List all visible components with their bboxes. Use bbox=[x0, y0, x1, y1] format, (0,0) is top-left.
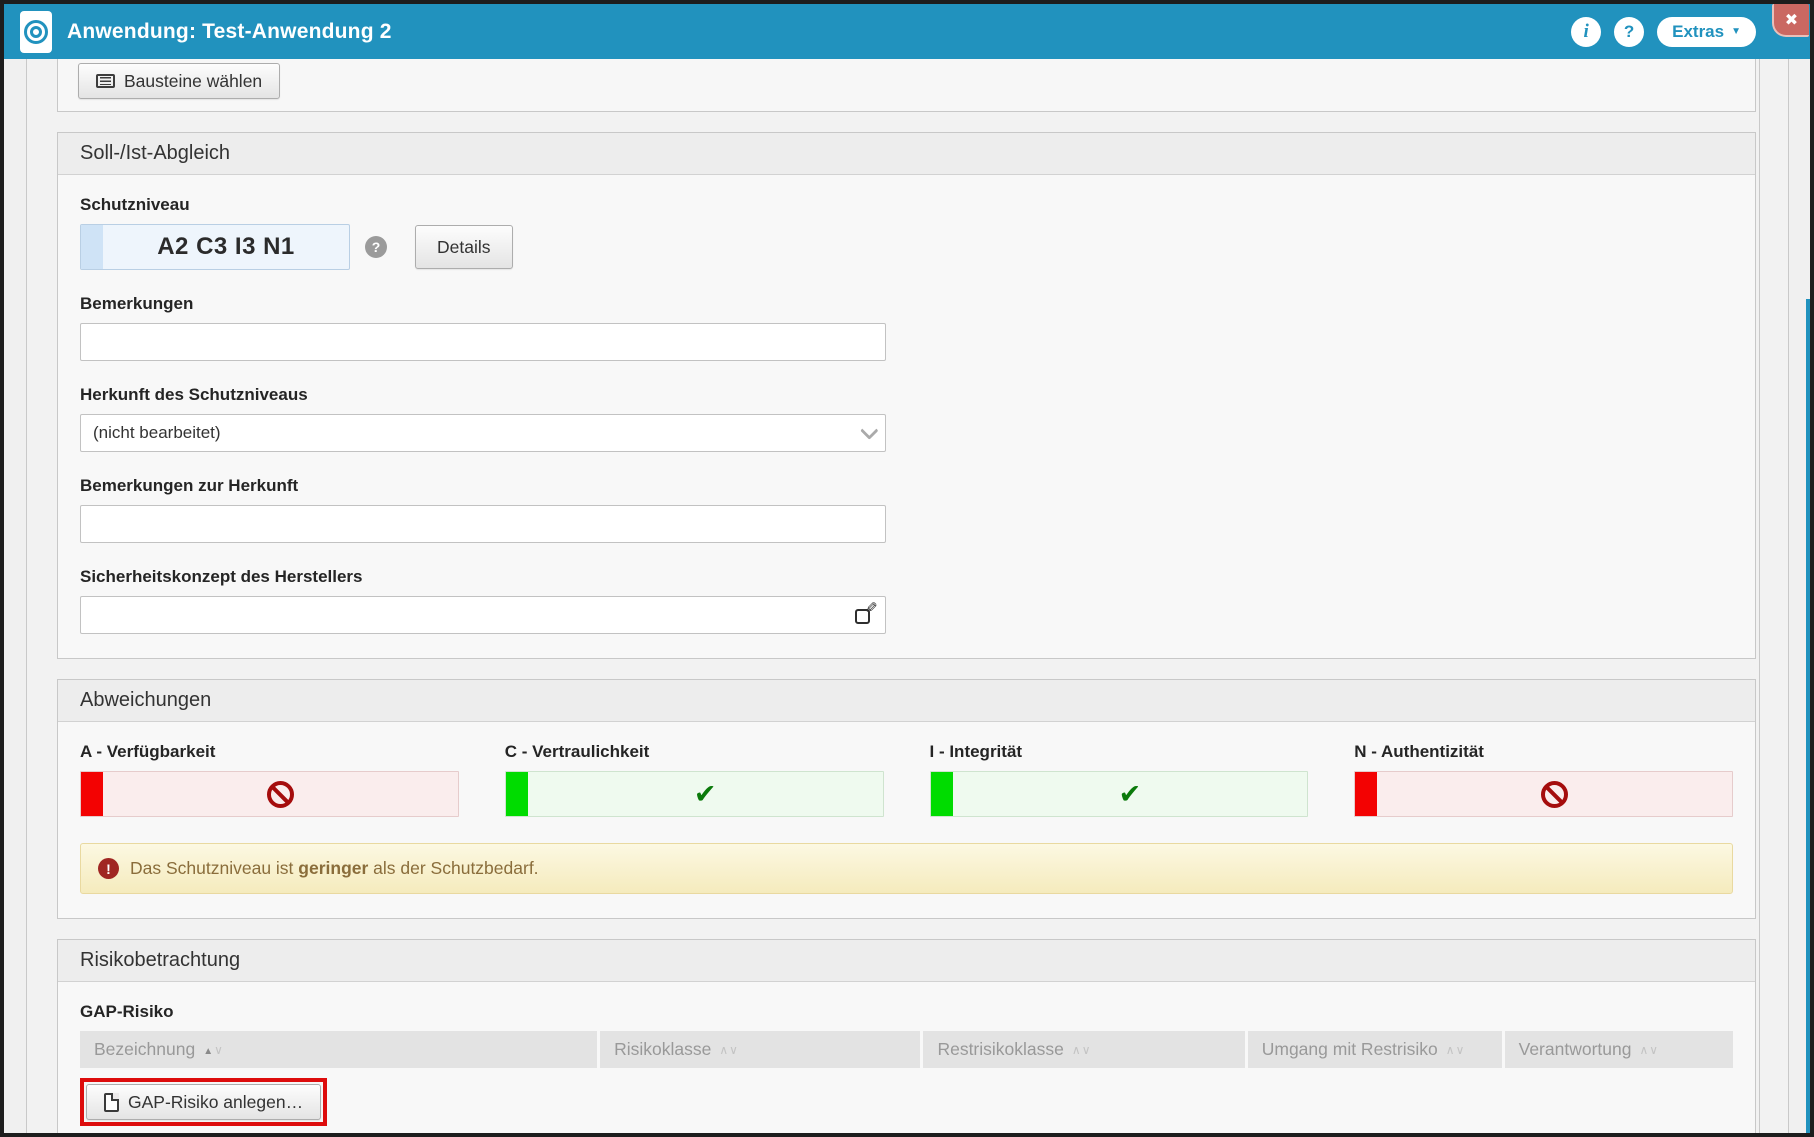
sicherheitskonzept-input[interactable] bbox=[80, 596, 886, 634]
close-button[interactable]: ✖ bbox=[1772, 4, 1809, 37]
info-icon: i bbox=[1583, 20, 1589, 42]
bemerkungen-input[interactable] bbox=[80, 323, 886, 361]
section-title-risikobetrachtung: Risikobetrachtung bbox=[58, 940, 1755, 982]
status-bar: ✔ bbox=[80, 771, 459, 817]
herkunft-select[interactable]: (nicht bearbeitet) bbox=[80, 414, 886, 452]
status-bar: ✔ bbox=[1354, 771, 1733, 817]
warning-message: ! Das Schutzniveau ist geringer als der … bbox=[80, 843, 1733, 894]
extras-label: Extras bbox=[1672, 21, 1725, 41]
sort-icon: ∧∨ bbox=[1445, 1042, 1466, 1057]
sicherheitskonzept-label: Sicherheitskonzept des Herstellers bbox=[80, 567, 363, 586]
bemerkungen-label: Bemerkungen bbox=[80, 294, 194, 313]
schutzniveau-label: Schutzniveau bbox=[80, 195, 190, 214]
gap-risiko-anlegen-button[interactable]: GAP-Risiko anlegen… bbox=[86, 1084, 322, 1120]
blocked-icon bbox=[1541, 780, 1569, 808]
sort-icon: ▲∨ bbox=[203, 1042, 224, 1057]
abweichung-integritaet: I - Integrität ✔ bbox=[929, 742, 1309, 817]
check-icon: ✔ bbox=[1118, 778, 1142, 810]
blocked-icon bbox=[266, 780, 294, 808]
application-icon bbox=[20, 10, 52, 53]
red-highlight-annotation: GAP-Risiko anlegen… bbox=[80, 1078, 328, 1126]
warning-text-prefix: Das Schutzniveau ist bbox=[130, 858, 299, 878]
abweichung-label: N - Authentizität bbox=[1354, 742, 1484, 761]
bemerkungen-herkunft-input[interactable] bbox=[80, 505, 886, 543]
column-header-verantwortung[interactable]: Verantwortung ∧∨ bbox=[1504, 1031, 1733, 1068]
warning-text-suffix: als der Schutzbedarf. bbox=[368, 858, 539, 878]
warning-icon: ! bbox=[98, 858, 119, 879]
page-title: Anwendung: Test-Anwendung 2 bbox=[67, 19, 392, 43]
gap-risiko-label: GAP-Risiko bbox=[80, 1002, 174, 1021]
column-header-risikoklasse[interactable]: Risikoklasse ∧∨ bbox=[600, 1031, 921, 1068]
help-icon: ? bbox=[1623, 21, 1635, 41]
sort-icon: ∧∨ bbox=[1071, 1042, 1092, 1057]
status-bar: ✔ bbox=[929, 771, 1309, 817]
gap-risiko-anlegen-label: GAP-Risiko anlegen… bbox=[128, 1091, 304, 1112]
schutzniveau-value: A2 C3 I3 N1 bbox=[157, 233, 295, 260]
abweichung-authentizitaet: N - Authentizität ✔ bbox=[1354, 742, 1733, 817]
extras-dropdown-button[interactable]: Extras ▼ bbox=[1657, 16, 1756, 47]
sort-icon: ∧∨ bbox=[1639, 1042, 1660, 1057]
abweichung-label: A - Verfügbarkeit bbox=[80, 742, 216, 761]
schutzniveau-field-strip bbox=[81, 225, 103, 269]
info-button[interactable]: i bbox=[1571, 16, 1602, 47]
column-header-restrisikoklasse[interactable]: Restrisikoklasse ∧∨ bbox=[923, 1031, 1245, 1068]
titlebar: Anwendung: Test-Anwendung 2 i ? Extras ▼ bbox=[4, 4, 1810, 59]
section-risikobetrachtung: Risikobetrachtung GAP-Risiko Bezeichnung… bbox=[57, 939, 1756, 1133]
content-area: Bausteine wählen Soll-/Ist-Abgleich Schu… bbox=[27, 59, 1760, 1133]
abweichung-label: I - Integrität bbox=[929, 742, 1023, 761]
column-header-umgang-mit-restrisiko[interactable]: Umgang mit Restrisiko ∧∨ bbox=[1247, 1031, 1502, 1068]
warning-text-emphasis: geringer bbox=[298, 858, 369, 878]
question-icon: ? bbox=[371, 239, 381, 255]
check-icon: ✔ bbox=[693, 778, 717, 810]
close-icon: ✖ bbox=[1784, 11, 1799, 29]
bausteine-panel: Bausteine wählen bbox=[57, 59, 1756, 112]
schutzniveau-field: A2 C3 I3 N1 bbox=[80, 224, 350, 270]
new-document-icon bbox=[104, 1092, 119, 1112]
abweichung-label: C - Vertraulichkeit bbox=[504, 742, 650, 761]
status-bar: ✔ bbox=[504, 771, 884, 817]
section-abweichungen: Abweichungen A - Verfügbarkeit ✔ C - Ver… bbox=[57, 679, 1756, 919]
herkunft-selected-value: (nicht bearbeitet) bbox=[93, 423, 221, 442]
column-header-bezeichnung[interactable]: Bezeichnung ▲∨ bbox=[80, 1031, 598, 1068]
bemerkungen-herkunft-label: Bemerkungen zur Herkunft bbox=[80, 476, 299, 495]
sort-icon: ∧∨ bbox=[719, 1042, 739, 1057]
application-icon-ring bbox=[24, 19, 48, 44]
edit-icon[interactable]: ✎ bbox=[855, 599, 878, 625]
bausteine-waehlen-label: Bausteine wählen bbox=[124, 70, 263, 91]
schutzniveau-help-button[interactable]: ? bbox=[365, 236, 387, 258]
section-soll-ist-abgleich: Soll-/Ist-Abgleich Schutzniveau A2 C3 I3… bbox=[57, 132, 1756, 659]
chevron-down-icon bbox=[860, 420, 879, 440]
section-title-abweichungen: Abweichungen bbox=[58, 680, 1755, 722]
chevron-down-icon: ▼ bbox=[1731, 26, 1741, 37]
abweichung-vertraulichkeit: C - Vertraulichkeit ✔ bbox=[504, 742, 884, 817]
bausteine-waehlen-button[interactable]: Bausteine wählen bbox=[78, 63, 281, 99]
gap-risiko-table-header: Bezeichnung ▲∨ Risikoklasse ∧∨ Restrisik… bbox=[80, 1031, 1733, 1068]
herkunft-label: Herkunft des Schutzniveaus bbox=[80, 385, 308, 404]
abweichung-verfuegbarkeit: A - Verfügbarkeit ✔ bbox=[80, 742, 459, 817]
list-icon bbox=[96, 74, 115, 88]
section-title-soll-ist: Soll-/Ist-Abgleich bbox=[58, 133, 1755, 175]
scrollbar-thumb[interactable] bbox=[1806, 299, 1810, 1133]
details-button[interactable]: Details bbox=[415, 225, 513, 269]
page-gutter: Bausteine wählen Soll-/Ist-Abgleich Schu… bbox=[26, 59, 1789, 1133]
help-button[interactable]: ? bbox=[1614, 16, 1645, 47]
